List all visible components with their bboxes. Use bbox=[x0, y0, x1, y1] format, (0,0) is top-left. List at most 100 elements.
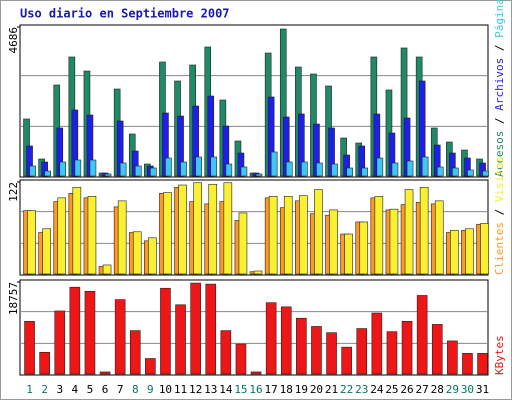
bar bbox=[145, 358, 156, 375]
bar bbox=[134, 165, 142, 177]
bar bbox=[404, 189, 414, 275]
bar bbox=[299, 195, 308, 275]
bar bbox=[356, 328, 368, 375]
bar bbox=[301, 161, 308, 177]
bar bbox=[175, 304, 186, 375]
x-tick-label: 12 bbox=[189, 383, 202, 396]
x-tick-label: 9 bbox=[147, 383, 154, 396]
x-tick-label: 17 bbox=[265, 383, 278, 396]
x-tick-label: 27 bbox=[416, 383, 429, 396]
x-tick-label: 7 bbox=[117, 383, 124, 396]
x-tick-label: 4 bbox=[72, 383, 79, 396]
x-tick-label: 13 bbox=[204, 383, 217, 396]
bar bbox=[72, 186, 82, 275]
bar bbox=[27, 210, 36, 275]
bar bbox=[59, 161, 67, 177]
x-tick-label: 28 bbox=[431, 383, 444, 396]
bar bbox=[132, 231, 142, 275]
bar bbox=[344, 233, 353, 275]
bar bbox=[419, 186, 429, 275]
legend-entry: Páginas bbox=[493, 0, 506, 38]
x-tick-label: 1 bbox=[26, 383, 33, 396]
legend-entry: Clientes bbox=[493, 222, 506, 275]
y-tick-label: 4686 bbox=[7, 27, 20, 54]
bar bbox=[346, 167, 353, 177]
bar bbox=[150, 167, 157, 177]
bar bbox=[44, 170, 51, 177]
x-tick-label: 29 bbox=[446, 383, 459, 396]
x-tick-label: 6 bbox=[102, 383, 109, 396]
bar bbox=[311, 326, 322, 375]
bar bbox=[361, 167, 369, 177]
x-tick-label: 8 bbox=[132, 383, 139, 396]
x-tick-label: 16 bbox=[249, 383, 262, 396]
bar bbox=[89, 159, 97, 177]
x-tick-label: 2 bbox=[41, 383, 48, 396]
legend: Clientes / Visitas bbox=[493, 156, 506, 275]
bar bbox=[477, 353, 488, 375]
x-tick-label: 26 bbox=[400, 383, 413, 396]
bar bbox=[99, 371, 111, 375]
bar bbox=[84, 291, 96, 375]
bar bbox=[178, 184, 187, 275]
x-tick-label: 15 bbox=[234, 383, 247, 396]
bar bbox=[57, 197, 67, 275]
x-tick-label: 10 bbox=[159, 383, 172, 396]
bar bbox=[24, 320, 35, 375]
bar bbox=[163, 192, 172, 275]
bar bbox=[250, 371, 262, 375]
x-tick-label: 18 bbox=[280, 383, 293, 396]
x-tick-label: 30 bbox=[461, 383, 474, 396]
bar bbox=[205, 283, 217, 375]
bar bbox=[341, 346, 352, 375]
bar bbox=[238, 212, 248, 275]
bar bbox=[54, 310, 66, 375]
bar bbox=[401, 320, 413, 375]
bar bbox=[280, 306, 292, 375]
bar bbox=[391, 162, 399, 177]
y-tick-label: 18757 bbox=[7, 282, 20, 315]
bar bbox=[190, 282, 201, 375]
bar bbox=[165, 157, 172, 177]
x-tick-label: 14 bbox=[219, 383, 233, 396]
bar bbox=[447, 340, 458, 375]
bar bbox=[316, 162, 323, 177]
bar bbox=[69, 286, 81, 375]
legend-entry: KBytes bbox=[493, 335, 506, 375]
legend-separator: / bbox=[493, 111, 506, 131]
bar bbox=[416, 295, 428, 375]
bar bbox=[283, 196, 293, 275]
legend-separator: / bbox=[493, 202, 506, 222]
bar bbox=[74, 159, 82, 177]
bar bbox=[220, 330, 232, 375]
bar bbox=[208, 183, 218, 275]
bar bbox=[104, 173, 112, 177]
bar bbox=[389, 208, 399, 275]
x-tick-label: 23 bbox=[355, 383, 368, 396]
bar bbox=[195, 156, 202, 177]
bar bbox=[434, 200, 444, 275]
bar bbox=[268, 196, 278, 275]
bar bbox=[314, 189, 323, 275]
bar bbox=[210, 156, 218, 177]
x-tick-label: 21 bbox=[325, 383, 338, 396]
chart-title: Uso diario en Septiembre 2007 bbox=[20, 7, 230, 21]
x-tick-label: 5 bbox=[87, 383, 94, 396]
bar bbox=[225, 163, 233, 177]
legend: Accesos / Archivos / Páginas bbox=[493, 0, 506, 177]
bar bbox=[462, 353, 473, 375]
bar bbox=[467, 169, 474, 177]
bar bbox=[431, 324, 443, 375]
x-tick-label: 25 bbox=[385, 383, 398, 396]
bar bbox=[374, 196, 384, 275]
bar bbox=[223, 182, 233, 275]
x-tick-label: 31 bbox=[476, 383, 489, 396]
bar bbox=[421, 156, 429, 177]
bar bbox=[376, 157, 384, 177]
bar bbox=[148, 237, 157, 275]
bar bbox=[119, 162, 127, 177]
x-tick-label: 3 bbox=[56, 383, 63, 396]
bar bbox=[29, 165, 36, 177]
bar bbox=[406, 160, 414, 177]
